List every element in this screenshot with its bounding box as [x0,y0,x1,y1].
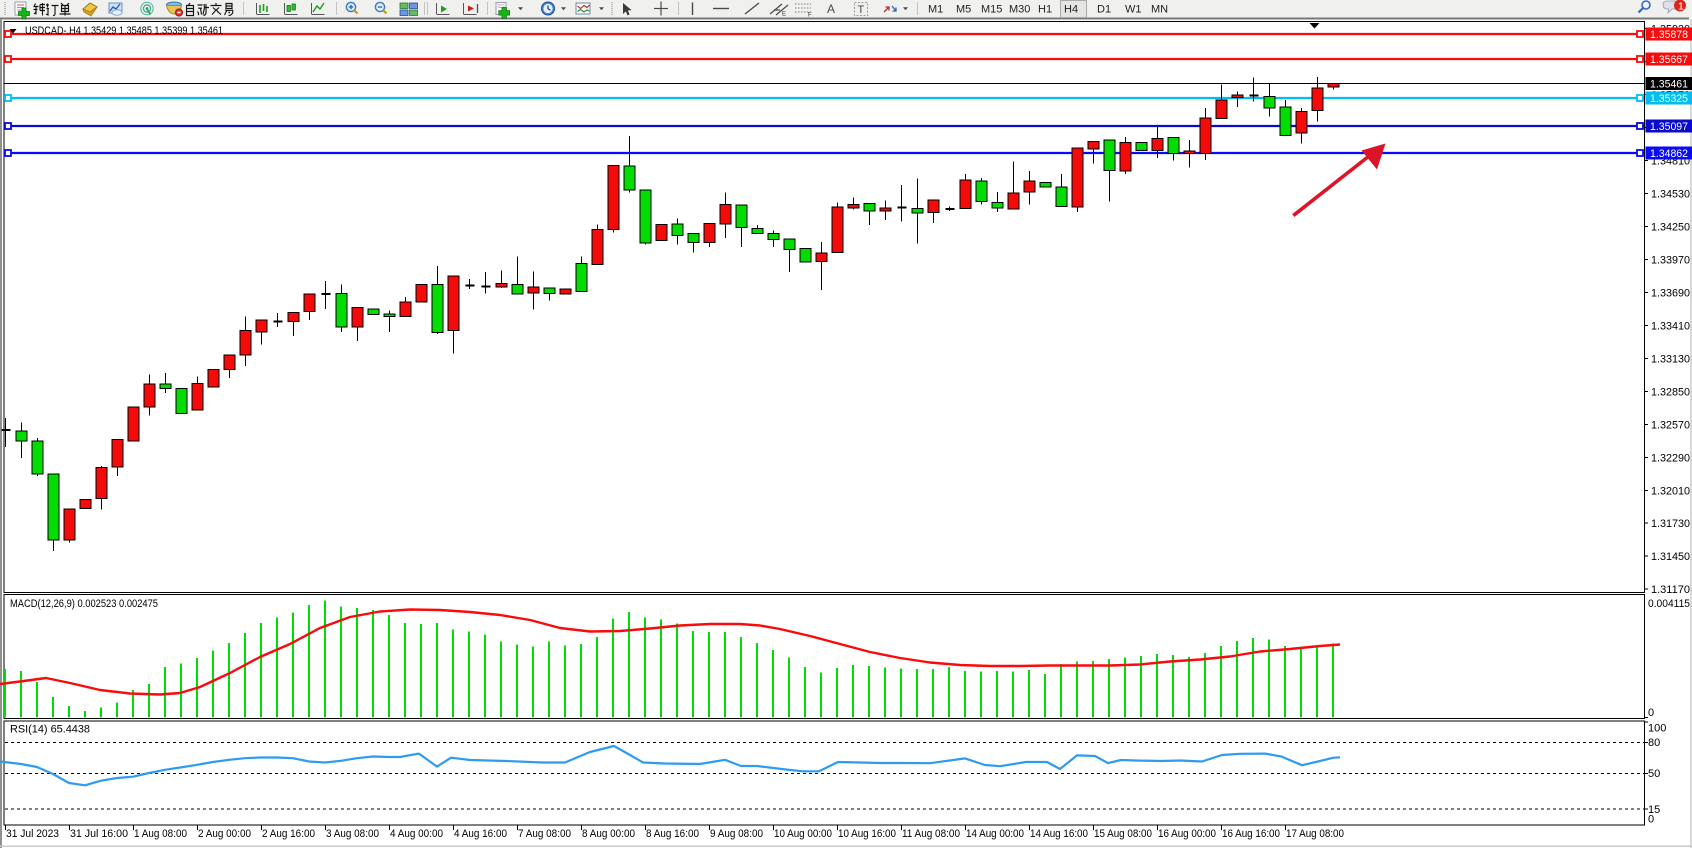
svg-text:2 Aug 16:00: 2 Aug 16:00 [262,828,315,840]
svg-text:T: T [858,4,865,16]
svg-text:1.33130: 1.33130 [1651,353,1690,365]
svg-text:1.33690: 1.33690 [1651,287,1690,299]
svg-text:E: E [782,12,786,18]
svg-text:1.35325: 1.35325 [1650,93,1688,105]
svg-text:D1: D1 [1097,4,1111,16]
svg-text:0: 0 [1648,707,1654,719]
svg-text:W1: W1 [1125,4,1142,16]
svg-text:17 Aug 08:00: 17 Aug 08:00 [1286,828,1344,840]
svg-text:50: 50 [1648,768,1660,780]
svg-text:1.32850: 1.32850 [1651,386,1690,398]
svg-text:10 Aug 16:00: 10 Aug 16:00 [838,828,896,840]
svg-text:2 Aug 00:00: 2 Aug 00:00 [198,828,251,840]
svg-text:1.31170: 1.31170 [1651,584,1690,596]
svg-text:1.31450: 1.31450 [1651,551,1690,563]
svg-text:M30: M30 [1009,4,1030,16]
svg-text:0.004115: 0.004115 [1648,598,1690,610]
svg-text:0: 0 [1648,814,1654,826]
svg-text:MACD(12,26,9) 0.002523 0.00247: MACD(12,26,9) 0.002523 0.002475 [10,598,158,610]
svg-text:1.34530: 1.34530 [1651,189,1690,201]
svg-text:M5: M5 [956,4,971,16]
svg-text:14 Aug 00:00: 14 Aug 00:00 [966,828,1024,840]
svg-text:8 Aug 00:00: 8 Aug 00:00 [582,828,635,840]
svg-text:1.32290: 1.32290 [1651,452,1690,464]
svg-text:8 Aug 16:00: 8 Aug 16:00 [646,828,699,840]
svg-text:1.34250: 1.34250 [1651,222,1690,234]
svg-text:1: 1 [1678,1,1684,13]
svg-text:100: 100 [1648,723,1666,735]
svg-text:4 Aug 16:00: 4 Aug 16:00 [454,828,507,840]
svg-text:MN: MN [1151,4,1168,16]
svg-text:15 Aug 08:00: 15 Aug 08:00 [1094,828,1152,840]
svg-text:M1: M1 [928,4,943,16]
svg-text:9 Aug 08:00: 9 Aug 08:00 [710,828,763,840]
svg-text:16 Aug 00:00: 16 Aug 00:00 [1158,828,1216,840]
svg-text:1.31730: 1.31730 [1651,518,1690,530]
svg-text:1.33970: 1.33970 [1651,254,1690,266]
svg-text:31 Jul 16:00: 31 Jul 16:00 [70,828,128,840]
svg-text:3 Aug 08:00: 3 Aug 08:00 [326,828,379,840]
svg-text:1.35461: 1.35461 [1650,79,1688,91]
svg-text:1.35667: 1.35667 [1650,54,1688,66]
svg-text:H1: H1 [1038,4,1052,16]
svg-text:M15: M15 [981,4,1002,16]
svg-text:16 Aug 16:00: 16 Aug 16:00 [1222,828,1280,840]
svg-text:11 Aug 08:00: 11 Aug 08:00 [902,828,960,840]
svg-text:14 Aug 16:00: 14 Aug 16:00 [1030,828,1088,840]
svg-text:H4: H4 [1064,4,1078,16]
svg-text:1.32570: 1.32570 [1651,419,1690,431]
svg-text:1.35878: 1.35878 [1650,29,1688,41]
svg-text:RSI(14) 65.4438: RSI(14) 65.4438 [10,724,90,736]
svg-text:USDCAD-.H4 1.35429 1.35485 1.: USDCAD-.H4 1.35429 1.35485 1.35399 1.354… [25,25,223,37]
svg-text:F: F [808,13,812,19]
svg-text:1 Aug 08:00: 1 Aug 08:00 [134,828,187,840]
svg-text:7 Aug 08:00: 7 Aug 08:00 [518,828,571,840]
svg-text:1.35097: 1.35097 [1650,121,1688,133]
svg-text:31 Jul 2023: 31 Jul 2023 [6,828,59,840]
svg-text:1.34862: 1.34862 [1650,148,1688,160]
svg-text:10 Aug 00:00: 10 Aug 00:00 [774,828,832,840]
svg-text:1.33410: 1.33410 [1651,320,1690,332]
svg-text:A: A [827,2,835,16]
svg-text:80: 80 [1648,737,1660,749]
svg-text:4 Aug 00:00: 4 Aug 00:00 [390,828,443,840]
svg-text:1.32010: 1.32010 [1651,485,1690,497]
